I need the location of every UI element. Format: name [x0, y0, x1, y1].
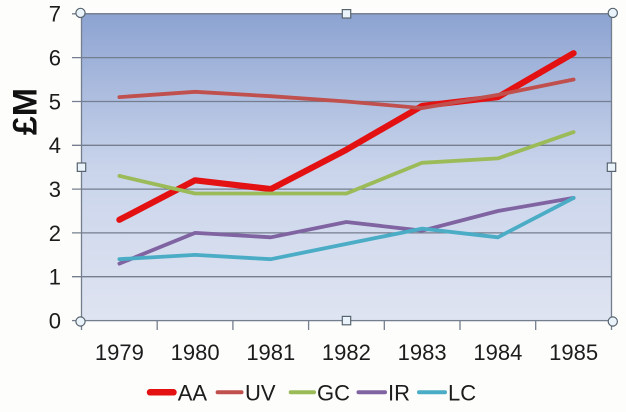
svg-text:AA: AA	[178, 380, 208, 405]
svg-text:UV: UV	[245, 380, 276, 405]
svg-text:1985: 1985	[549, 340, 598, 365]
svg-text:3: 3	[49, 177, 61, 202]
svg-text:0: 0	[49, 309, 61, 334]
svg-text:2: 2	[49, 221, 61, 246]
svg-text:IR: IR	[388, 380, 410, 405]
svg-text:4: 4	[49, 133, 61, 158]
svg-text:1983: 1983	[398, 340, 447, 365]
svg-text:GC: GC	[317, 380, 350, 405]
svg-text:1979: 1979	[95, 340, 144, 365]
svg-text:1980: 1980	[171, 340, 220, 365]
svg-text:7: 7	[49, 2, 61, 27]
svg-text:5: 5	[49, 89, 61, 114]
svg-text:1981: 1981	[246, 340, 295, 365]
svg-text:1984: 1984	[473, 340, 522, 365]
svg-text:1982: 1982	[322, 340, 371, 365]
svg-text:LC: LC	[448, 380, 476, 405]
svg-text:1: 1	[49, 265, 61, 290]
svg-text:6: 6	[49, 46, 61, 71]
svg-text:£M: £M	[7, 88, 45, 135]
